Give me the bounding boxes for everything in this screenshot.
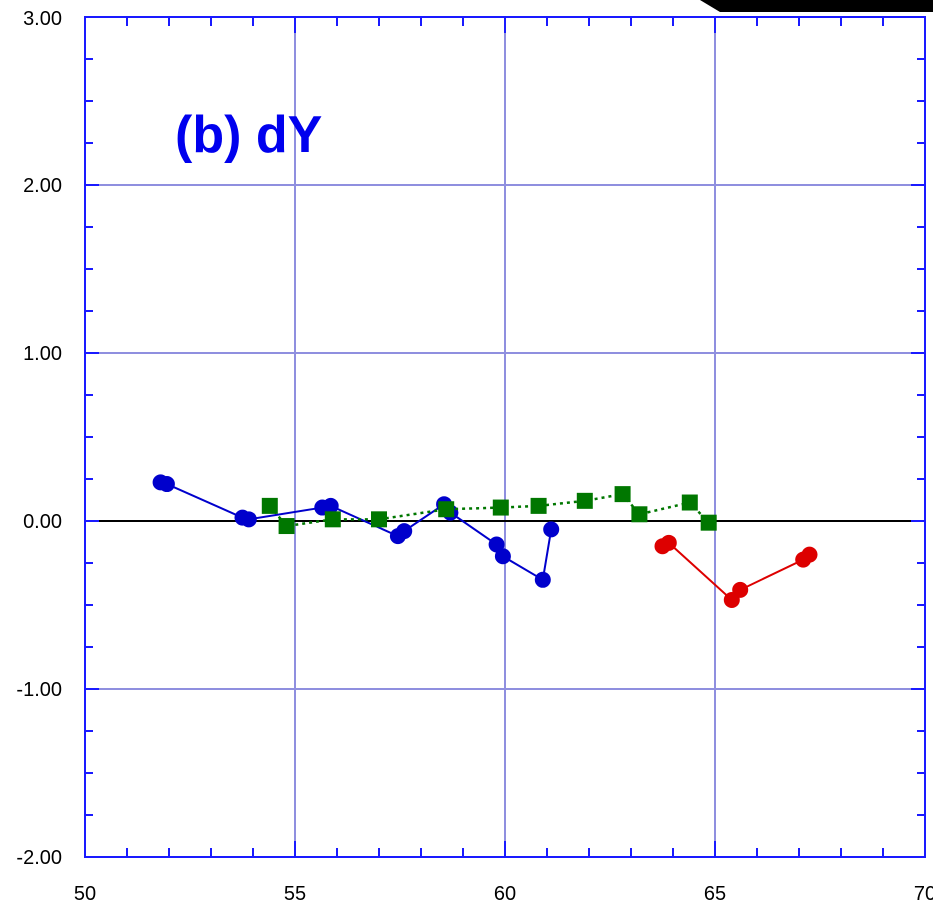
series-3 bbox=[654, 534, 818, 608]
y-tick-label: 3.00 bbox=[23, 8, 62, 30]
data-point-square bbox=[530, 497, 547, 514]
axis-ticks bbox=[84, 16, 926, 858]
data-point-square bbox=[278, 518, 295, 535]
y-tick-label: 2.00 bbox=[23, 175, 62, 197]
data-point-circle bbox=[801, 546, 818, 563]
data-point-circle bbox=[158, 476, 175, 493]
data-point-circle bbox=[240, 511, 257, 528]
data-point-square bbox=[324, 511, 341, 528]
data-point-square bbox=[492, 499, 509, 516]
data-point-circle bbox=[488, 536, 505, 553]
x-tick-label: 70 bbox=[914, 883, 933, 905]
x-tick-label: 55 bbox=[284, 883, 306, 905]
x-tick-label: 65 bbox=[704, 883, 726, 905]
data-point-square bbox=[700, 514, 717, 531]
data-point-square bbox=[681, 494, 698, 511]
y-tick-label: -1.00 bbox=[16, 679, 62, 701]
data-series bbox=[152, 474, 818, 608]
data-point-circle bbox=[543, 521, 560, 538]
data-point-circle bbox=[732, 581, 749, 598]
data-point-square bbox=[614, 486, 631, 503]
x-tick-labels: 50 55 60 65 70 bbox=[74, 883, 933, 905]
data-point-circle bbox=[660, 534, 677, 551]
grid-lines bbox=[85, 17, 925, 857]
chart-title: (b) dY bbox=[175, 106, 322, 164]
y-tick-label: -2.00 bbox=[16, 847, 62, 869]
data-point-circle bbox=[322, 497, 339, 514]
x-tick-label: 50 bbox=[74, 883, 96, 905]
data-point-square bbox=[576, 492, 593, 509]
data-point-square bbox=[631, 506, 648, 523]
top-right-corner-decoration bbox=[700, 0, 933, 12]
y-tick-label: 0.00 bbox=[23, 511, 62, 533]
y-tick-label: 1.00 bbox=[23, 343, 62, 365]
data-point-circle bbox=[534, 571, 551, 588]
data-point-circle bbox=[396, 523, 413, 540]
data-point-square bbox=[371, 511, 387, 528]
data-point-circle bbox=[494, 548, 511, 565]
data-point-square bbox=[438, 501, 455, 518]
y-tick-labels: 3.00 2.00 1.00 0.00 -1.00 -2.00 bbox=[16, 8, 62, 869]
series-2 bbox=[261, 486, 717, 535]
x-tick-label: 60 bbox=[494, 883, 516, 905]
data-point-square bbox=[261, 497, 278, 514]
